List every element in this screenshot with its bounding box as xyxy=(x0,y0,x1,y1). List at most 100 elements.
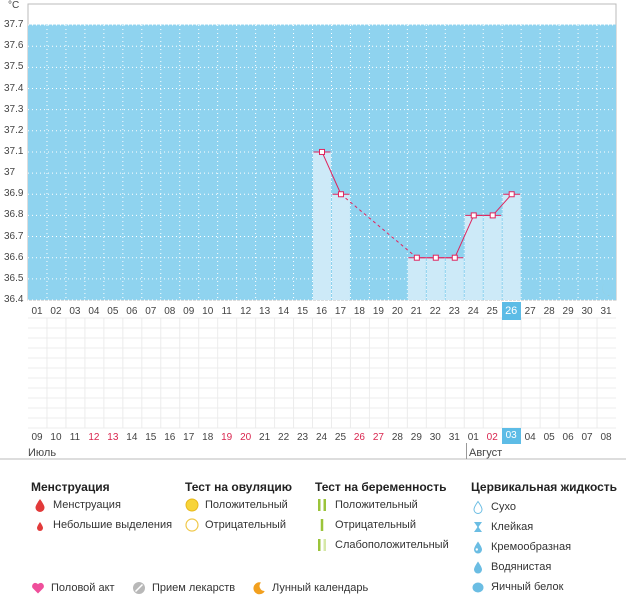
date-label[interactable]: 26 xyxy=(353,432,365,443)
y-tick-label: 36.7 xyxy=(4,230,24,242)
date-label[interactable]: 02 xyxy=(486,432,498,443)
legend-title-menstruation: Менструация xyxy=(31,480,110,494)
moon-icon xyxy=(253,582,265,595)
temperature-point xyxy=(489,212,496,219)
date-label[interactable]: 09 xyxy=(31,432,43,443)
date-label[interactable]: 16 xyxy=(164,432,176,443)
x-day-label[interactable]: 13 xyxy=(259,306,271,317)
x-day-label[interactable]: 23 xyxy=(448,306,460,317)
watery-drop-icon xyxy=(474,561,482,574)
date-label[interactable]: 30 xyxy=(429,432,441,443)
date-label[interactable]: 05 xyxy=(543,432,555,443)
date-label[interactable]: 23 xyxy=(296,432,309,443)
x-day-label[interactable]: 05 xyxy=(107,306,119,317)
legend-item-medication: Прием лекарств xyxy=(132,581,235,595)
legend-item-sticky: Клейкая xyxy=(471,520,533,534)
temperature-line-segment xyxy=(454,215,475,258)
x-day-label[interactable]: 07 xyxy=(145,306,157,317)
temperature-bar xyxy=(445,257,464,300)
faint-bars-green-icon xyxy=(318,539,326,551)
x-day-label[interactable]: 25 xyxy=(486,306,498,317)
legend-item-ovulation-positive: Положительный xyxy=(185,498,288,512)
x-day-label[interactable]: 11 xyxy=(221,306,232,317)
month-label-july: Июль xyxy=(28,447,57,459)
date-label[interactable]: 18 xyxy=(202,432,214,443)
date-label[interactable]: 22 xyxy=(278,432,290,443)
date-label[interactable]: 31 xyxy=(448,432,460,443)
sticky-icon xyxy=(474,522,482,532)
one-bar-green-icon xyxy=(320,519,324,531)
legend-item-menstruation: Менструация xyxy=(33,498,121,512)
date-label[interactable]: 29 xyxy=(410,432,422,443)
date-label[interactable]: 19 xyxy=(221,432,233,443)
legend-title-ovulation: Тест на овуляцию xyxy=(185,480,292,494)
temperature-bar xyxy=(407,257,426,300)
date-label[interactable]: 28 xyxy=(391,432,403,443)
x-day-label[interactable]: 09 xyxy=(183,306,195,317)
date-label[interactable]: 04 xyxy=(524,432,536,443)
x-day-label[interactable]: 22 xyxy=(429,306,441,317)
legend-item-pregnancy-faint: Слабоположительный xyxy=(315,538,449,552)
x-day-label[interactable]: 08 xyxy=(164,306,176,317)
legend-item-spotting: Небольшие выделения xyxy=(33,518,172,532)
legend-item-pregnancy-positive: Положительный xyxy=(315,498,418,512)
date-label[interactable]: 24 xyxy=(315,432,328,443)
date-label[interactable]: 08 xyxy=(600,432,612,443)
date-label[interactable]: 01 xyxy=(467,432,479,443)
date-label[interactable]: 11 xyxy=(69,432,81,443)
date-label[interactable]: 20 xyxy=(240,432,252,443)
x-day-label[interactable]: 26 xyxy=(501,302,521,320)
date-label[interactable]: 25 xyxy=(334,432,347,443)
month-label-august: Август xyxy=(469,447,503,459)
date-label[interactable]: 06 xyxy=(562,432,574,443)
x-day-label[interactable]: 19 xyxy=(372,306,384,317)
x-day-label[interactable]: 14 xyxy=(278,306,290,317)
pill-icon xyxy=(133,582,145,594)
date-label[interactable]: 10 xyxy=(50,432,62,443)
x-day-label[interactable]: 01 xyxy=(31,306,43,317)
outline-circle-yellow-icon xyxy=(185,518,199,532)
x-day-label[interactable]: 16 xyxy=(315,306,328,317)
date-label[interactable]: 13 xyxy=(107,432,119,443)
y-tick-label: 36.5 xyxy=(4,272,24,284)
date-label[interactable]: 15 xyxy=(145,432,157,443)
date-label[interactable]: 21 xyxy=(259,432,271,443)
eggwhite-drop-icon xyxy=(472,582,484,593)
x-day-label[interactable]: 06 xyxy=(126,306,138,317)
legend-title-cervical: Цервикальная жидкость xyxy=(471,480,618,494)
x-day-label[interactable]: 15 xyxy=(296,306,309,317)
x-day-label[interactable]: 24 xyxy=(467,306,479,317)
y-tick-label: 37 xyxy=(4,167,16,179)
date-label[interactable]: 17 xyxy=(183,432,195,443)
x-day-label[interactable]: 29 xyxy=(562,306,574,317)
x-day-label[interactable]: 21 xyxy=(410,306,422,317)
x-day-label[interactable]: 04 xyxy=(88,306,100,317)
legend-item-ovulation-negative: Отрицательный xyxy=(185,518,286,532)
temperature-point xyxy=(508,191,515,198)
x-day-label[interactable]: 20 xyxy=(391,306,403,317)
x-day-label[interactable]: 03 xyxy=(69,306,81,317)
date-label[interactable]: 07 xyxy=(581,432,593,443)
date-label[interactable]: 27 xyxy=(372,432,384,443)
legend-item-eggwhite: Яичный белок xyxy=(471,580,563,594)
temperature-point xyxy=(432,254,439,261)
x-day-label[interactable]: 31 xyxy=(600,306,612,317)
date-label[interactable]: 03 xyxy=(501,428,521,444)
date-label[interactable]: 14 xyxy=(126,432,138,443)
y-tick-label: 36.6 xyxy=(4,251,24,263)
x-day-label[interactable]: 27 xyxy=(524,306,536,317)
x-day-label[interactable]: 17 xyxy=(334,306,347,317)
temperature-line-segment xyxy=(340,193,418,259)
y-tick-label: 37.2 xyxy=(4,124,24,136)
date-label[interactable]: 12 xyxy=(88,432,100,443)
x-day-label[interactable]: 30 xyxy=(581,306,593,317)
temperature-point xyxy=(470,212,477,219)
x-day-label[interactable]: 10 xyxy=(202,306,214,317)
temperature-point xyxy=(337,191,344,198)
x-day-label[interactable]: 28 xyxy=(543,306,555,317)
temperature-point xyxy=(319,148,325,155)
x-day-label[interactable]: 18 xyxy=(353,306,365,317)
y-tick-label: 36.4 xyxy=(4,294,24,305)
x-day-label[interactable]: 02 xyxy=(50,306,62,317)
x-day-label[interactable]: 12 xyxy=(240,306,252,317)
